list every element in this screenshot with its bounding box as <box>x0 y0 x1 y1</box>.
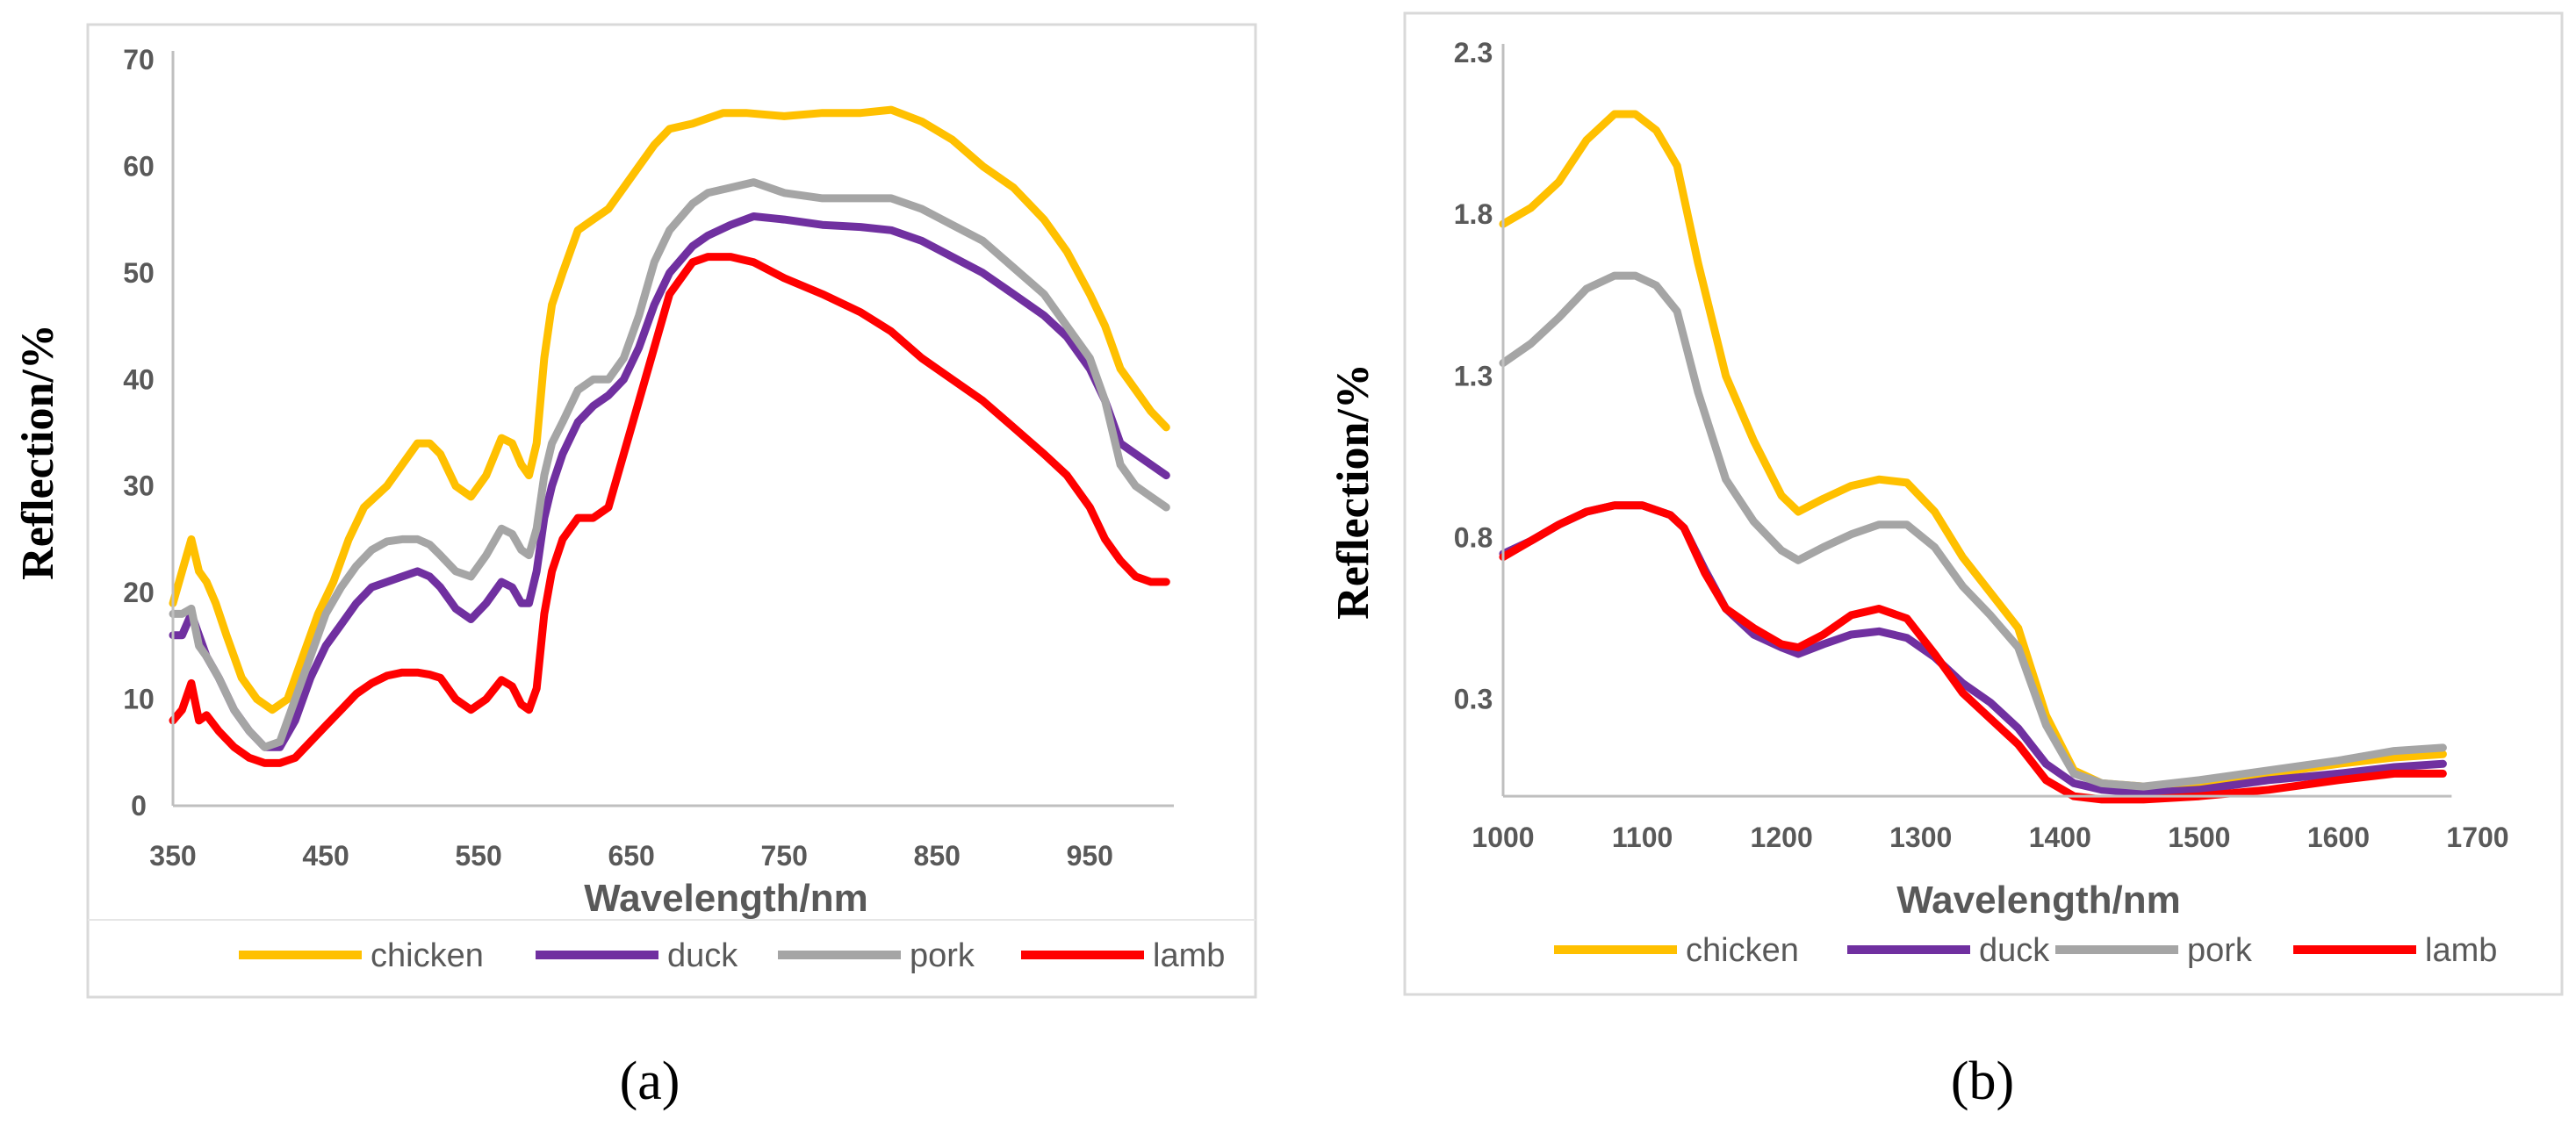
chart-a-y-tick: 0 <box>131 790 147 822</box>
chart-panel-a: 350 450 550 650 750 850 950 0 10 20 30 40 50 60 70 Wav… <box>13 23 1257 999</box>
chart-a-y-tick: 20 <box>123 577 155 608</box>
legend-label-b-pork: pork <box>2187 932 2253 969</box>
legend-label-b-duck: duck <box>1979 932 2050 969</box>
series-line-a-chicken <box>169 105 1170 714</box>
chart-a-legend: chicken duck pork lamb <box>239 937 1225 974</box>
chart-b-x-tick: 1500 <box>2168 822 2230 853</box>
chart-b-x-tick: 1100 <box>1612 822 1673 853</box>
series-line-b-lamb <box>1499 501 2447 804</box>
chart-b-x-tick: 1700 <box>2446 822 2508 853</box>
chart-a-x-tick: 750 <box>760 840 807 872</box>
chart-a-y-tick: 10 <box>123 684 155 715</box>
chart-a-y-tick: 70 <box>123 44 155 75</box>
series-line-b-pork <box>1499 271 2447 791</box>
series-line-a-duck <box>169 212 1170 751</box>
chart-a-x-tick: 650 <box>608 840 654 872</box>
chart-a-x-tick: 850 <box>914 840 961 872</box>
legend-label-a-chicken: chicken <box>371 937 484 974</box>
chart-b-ylabel: Reflection/% <box>1328 363 1378 620</box>
chart-a-x-tick: 550 <box>455 840 501 872</box>
chart-b-frame <box>1403 11 2564 996</box>
chart-a-y-tick: 40 <box>123 363 155 395</box>
chart-b-y-tick: 1.8 <box>1454 198 1493 230</box>
chart-a-xlabel: Wavelength/nm <box>584 877 868 920</box>
chart-b-y-tick: 1.3 <box>1454 360 1493 391</box>
panel-label-b: (b) <box>1951 1051 2014 1111</box>
chart-b-x-tick: 1000 <box>1471 822 1534 853</box>
chart-b-y-tick: 2.3 <box>1454 37 1493 68</box>
chart-a-x-tick: 350 <box>149 840 196 872</box>
series-line-a-lamb <box>169 253 1170 767</box>
legend-label-b-chicken: chicken <box>1686 932 1799 969</box>
legend-label-b-lamb: lamb <box>2425 932 2497 969</box>
chart-a-y-tick: 50 <box>123 257 155 289</box>
legend-label-a-pork: pork <box>910 937 975 974</box>
panel-label-a: (a) <box>620 1051 680 1111</box>
chart-b-y-tick: 0.3 <box>1454 684 1493 715</box>
chart-b-legend: chicken duck pork lamb <box>1554 932 2497 969</box>
chart-b-xlabel: Wavelength/nm <box>1896 879 2181 922</box>
chart-b-y-tick: 0.8 <box>1454 522 1493 554</box>
chart-a-x-tick: 450 <box>302 840 349 872</box>
chart-b-x-tick: 1200 <box>1751 822 1813 853</box>
chart-a-frame <box>86 23 1257 999</box>
chart-b-x-tick: 1600 <box>2307 822 2370 853</box>
chart-panel-b: 1000 1100 1200 1300 1400 1500 1600 1700 0.3 0.8 1.… <box>1328 11 2564 996</box>
chart-b-x-tick: 1300 <box>1889 822 1952 853</box>
chart-a-x-tick: 950 <box>1067 840 1113 872</box>
chart-b-x-tick: 1400 <box>2029 822 2091 853</box>
legend-label-a-duck: duck <box>667 937 738 974</box>
chart-a-ylabel: Reflection/% <box>13 324 63 580</box>
chart-a-y-tick: 60 <box>123 150 155 182</box>
series-line-a-pork <box>169 178 1170 751</box>
legend-label-a-lamb: lamb <box>1153 937 1225 974</box>
chart-a-y-tick: 30 <box>123 470 155 502</box>
